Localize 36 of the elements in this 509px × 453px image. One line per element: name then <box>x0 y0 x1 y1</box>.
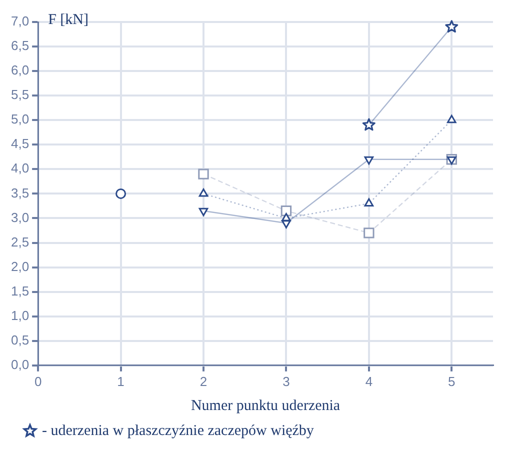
point <box>364 198 374 207</box>
point <box>198 168 209 180</box>
x-tick-label: 1 <box>117 374 124 389</box>
y-tick-label: 3,5 <box>10 185 30 200</box>
point <box>362 118 376 131</box>
x-axis-title: Numer punktu uderzenia <box>190 398 340 414</box>
y-tick-label: 4,5 <box>10 136 30 152</box>
y-tick-label: 4,0 <box>10 160 30 176</box>
point <box>364 228 374 238</box>
y-tick-label: 5,5 <box>10 87 30 102</box>
x-tick-label: 0 <box>34 374 42 389</box>
point <box>198 188 208 197</box>
point <box>198 208 208 216</box>
legend-label: - uderzenia w płaszczyźnie zaczepów więźby <box>42 422 314 439</box>
y-tick-label: 2,0 <box>10 258 30 274</box>
point <box>364 156 374 165</box>
point <box>445 20 458 33</box>
point <box>282 212 291 222</box>
y-tick-label: 1,0 <box>10 308 30 323</box>
y-tick-label: 7,0 <box>10 14 30 29</box>
y-tick-label: 1,5 <box>10 283 30 298</box>
y-tick-label: 0,0 <box>10 356 30 372</box>
point <box>116 188 126 199</box>
y-tick-label: 0,5 <box>10 332 30 348</box>
y-axis-title: F [kN] <box>48 12 88 28</box>
x-tick-label: 3 <box>282 374 290 389</box>
y-tick-label: 6,5 <box>10 38 30 54</box>
point <box>446 114 456 124</box>
x-tick-label: 5 <box>448 374 456 389</box>
point <box>280 206 292 216</box>
y-tick-label: 5,0 <box>10 112 30 127</box>
y-tick-label: 2,5 <box>10 234 30 250</box>
x-tick-label: 4 <box>365 374 373 389</box>
y-tick-label: 3,0 <box>10 210 30 225</box>
y-tick-label: 6,0 <box>10 62 30 78</box>
x-tick-label: 2 <box>200 374 208 389</box>
